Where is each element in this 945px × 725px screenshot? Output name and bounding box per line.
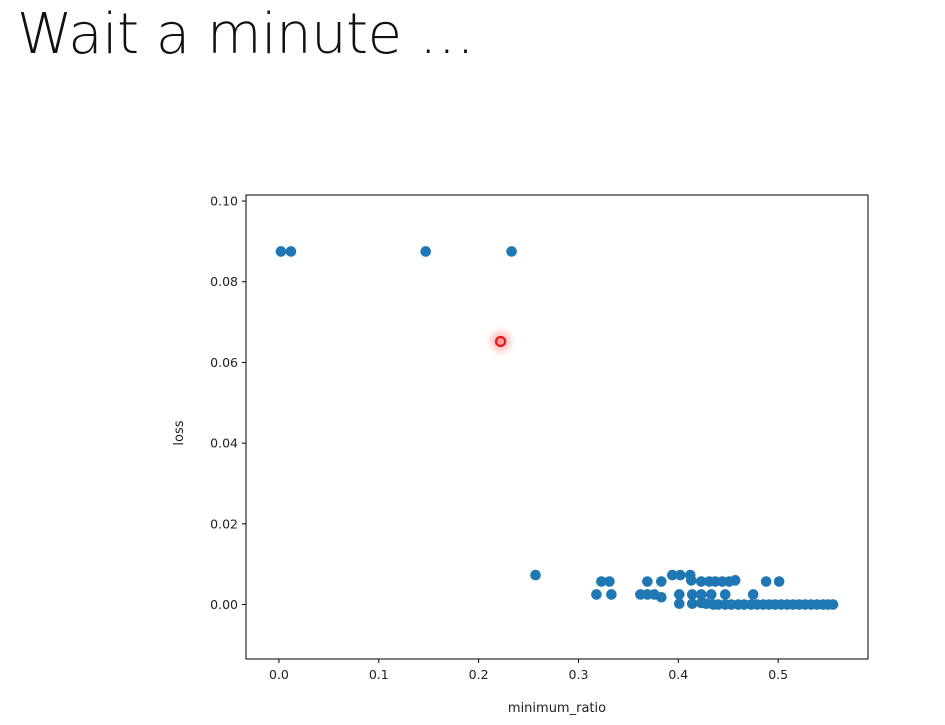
scatter-point xyxy=(675,569,686,581)
scatter-point xyxy=(530,569,541,581)
y-tick-label: 0.02 xyxy=(210,516,238,531)
x-tick-label: 0.5 xyxy=(768,667,788,682)
scatter-point xyxy=(591,589,602,600)
scatter-point xyxy=(674,598,685,610)
scatter-point xyxy=(604,576,615,587)
y-tick-label: 0.04 xyxy=(210,436,238,451)
slide-title: Wait a minute … xyxy=(17,2,475,67)
scatter-point xyxy=(827,599,839,610)
x-axis-label: minimum_ratio xyxy=(508,701,606,716)
y-tick-label: 0.10 xyxy=(210,194,238,209)
scatter-point xyxy=(686,589,698,600)
scatter-point xyxy=(747,589,759,600)
points-layer xyxy=(275,246,839,610)
scatter-point xyxy=(685,575,697,586)
y-tick-label: 0.06 xyxy=(210,355,238,370)
scatter-point xyxy=(705,589,717,600)
y-tick-label: 0.00 xyxy=(210,597,238,612)
scatter-point xyxy=(773,576,785,587)
scatter-point xyxy=(656,576,667,587)
scatter-point xyxy=(606,589,617,600)
scatter-point xyxy=(667,569,678,581)
highlight-glow xyxy=(485,326,516,357)
scatter-point xyxy=(420,246,432,257)
highlight-marker xyxy=(494,335,507,348)
y-tick-label: 0.08 xyxy=(210,274,238,289)
scatter-point xyxy=(686,598,698,610)
scatter-point xyxy=(695,576,707,587)
highlight-layer xyxy=(485,326,516,357)
scatter-point xyxy=(275,246,287,257)
y-axis-label: loss xyxy=(172,420,187,445)
scatter-point xyxy=(642,576,653,587)
scatter-point xyxy=(760,576,772,587)
scatter-point xyxy=(719,589,731,600)
x-tick-label: 0.4 xyxy=(668,667,688,682)
plot-area-frame xyxy=(245,194,869,660)
scatter-point xyxy=(674,589,685,600)
scatter-point xyxy=(506,246,517,257)
x-tick-label: 0.1 xyxy=(369,667,389,682)
scatter-point xyxy=(695,589,707,600)
ticks-layer: 0.0 0.1 0.2 0.3 0.4 0.5 0.00 0.02 0.04 0.06 0.08 0.… xyxy=(210,194,788,682)
x-tick-label: 0.3 xyxy=(569,667,589,682)
x-tick-label: 0.0 xyxy=(269,667,289,682)
scatter-point xyxy=(729,575,741,586)
scatter-point xyxy=(656,591,667,603)
scatter-point xyxy=(596,576,607,587)
scatter-point xyxy=(285,246,297,257)
x-tick-label: 0.2 xyxy=(469,667,489,682)
